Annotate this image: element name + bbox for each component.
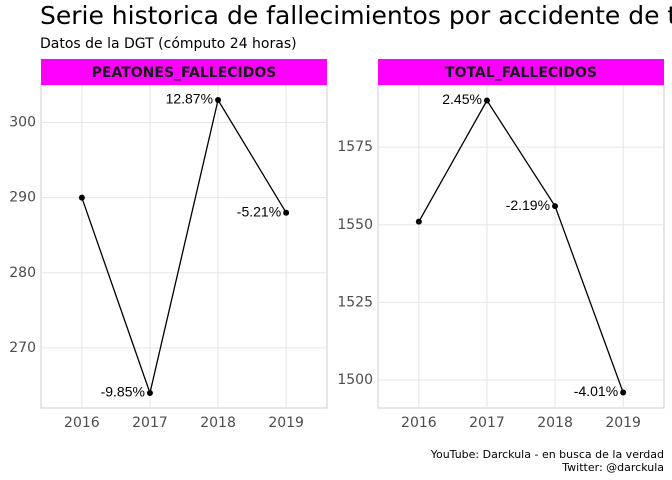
y-tick-label: 300 — [9, 115, 36, 131]
line — [81, 98, 287, 396]
y-tick-label: 1550 — [337, 217, 373, 233]
caption: YouTube: Darckula - en busca de la verda… — [430, 448, 664, 461]
y-tick-label: 280 — [9, 265, 36, 281]
point-label: -4.01% — [574, 383, 618, 399]
point — [552, 203, 559, 210]
chart-subtitle: Datos de la DGT (cómputo 24 horas) — [40, 36, 297, 52]
point — [215, 97, 222, 104]
x-tick-label: 2016 — [64, 415, 100, 431]
point — [283, 209, 290, 216]
point-label: -9.85% — [101, 384, 145, 400]
x-tick-label: 2017 — [469, 415, 505, 431]
x-tick-label: 2018 — [200, 415, 236, 431]
strip — [378, 59, 664, 85]
panel-border — [377, 84, 665, 409]
point-label: 12.87% — [166, 91, 213, 107]
y-tick-label: 290 — [9, 190, 36, 206]
chart-title: Serie historica de fallecimientos por ac… — [40, 1, 672, 30]
strip-label: TOTAL_FALLECIDOS — [445, 65, 597, 81]
point — [415, 218, 422, 225]
strip — [41, 59, 327, 85]
point-label: -5.21% — [237, 203, 281, 219]
x-tick-label: 2019 — [605, 415, 641, 431]
strip-label: PEATONES_FALLECIDOS — [92, 65, 277, 81]
line — [418, 99, 624, 393]
point — [146, 389, 153, 396]
x-tick-label: 2016 — [401, 415, 437, 431]
x-tick-label: 2019 — [268, 415, 304, 431]
x-tick-label: 2017 — [132, 415, 168, 431]
point — [78, 194, 85, 201]
y-tick-label: 1525 — [337, 294, 373, 310]
point-label: 2.45% — [442, 91, 482, 107]
y-tick-label: 270 — [9, 340, 36, 356]
y-tick-label: 1575 — [337, 139, 373, 155]
y-tick-label: 1500 — [337, 372, 373, 388]
caption: Twitter: @darckula — [561, 461, 664, 474]
point-label: -2.19% — [506, 197, 550, 213]
point — [483, 97, 490, 104]
x-tick-label: 2018 — [537, 415, 573, 431]
point — [620, 389, 627, 396]
